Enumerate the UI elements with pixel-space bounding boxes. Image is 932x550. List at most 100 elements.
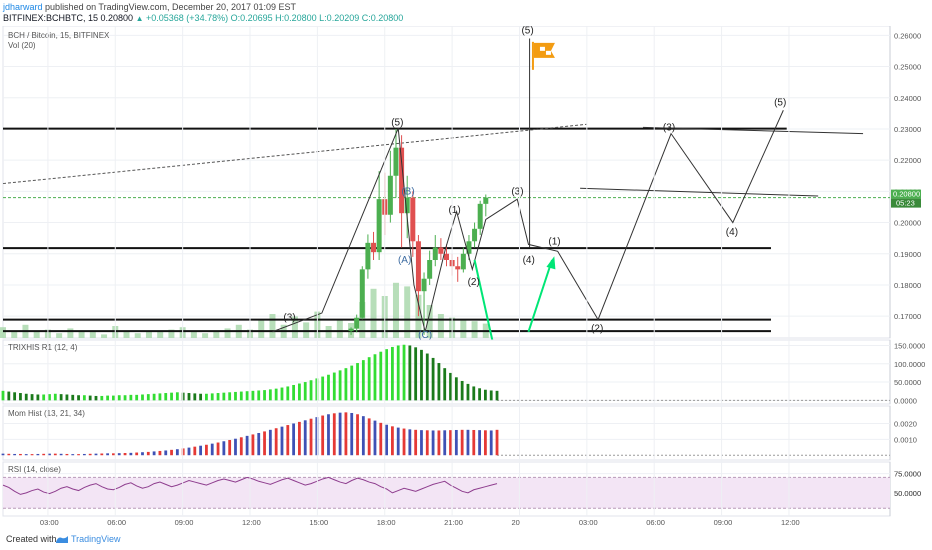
trix-bar bbox=[112, 395, 115, 401]
price-pane[interactable]: 0.260000.250000.240000.230000.220000.210… bbox=[0, 26, 921, 342]
ticker-price: BITFINEX:BCHBTC, 15 0.20800 bbox=[3, 13, 134, 23]
trix-bar bbox=[414, 347, 418, 401]
trix-title: TRIXHIS R1 (12, 4) bbox=[8, 343, 78, 352]
trix-bar bbox=[268, 389, 272, 401]
candle-body bbox=[359, 269, 365, 318]
trix-bar bbox=[484, 389, 487, 401]
trix-bar bbox=[94, 395, 98, 401]
volume-bar bbox=[213, 330, 220, 338]
trix-bar bbox=[141, 394, 144, 401]
volume-bar bbox=[157, 332, 164, 338]
momentum-bar bbox=[298, 421, 301, 456]
momentum-pane[interactable]: 0.0020 0.0010 Mom Hist (13, 21, 34) bbox=[1, 405, 917, 461]
momentum-bar bbox=[88, 453, 92, 456]
momentum-bar bbox=[425, 430, 429, 456]
tradingview-logo-icon bbox=[56, 536, 68, 543]
momentum-bar bbox=[251, 434, 255, 456]
momentum-bar bbox=[391, 426, 394, 456]
momentum-bar bbox=[30, 454, 34, 456]
trix-bar bbox=[222, 392, 226, 401]
price-pane-y-tick: 0.18000 bbox=[894, 281, 921, 290]
time-tick-label: 06:00 bbox=[107, 518, 126, 527]
price-pane-frame bbox=[2, 26, 891, 339]
momentum-bar bbox=[379, 422, 383, 456]
trix-bar bbox=[420, 349, 423, 401]
trix-bar bbox=[129, 394, 133, 401]
price-pane-y-tick: 0.25000 bbox=[894, 63, 921, 72]
author-link[interactable]: jdharward bbox=[3, 2, 43, 12]
momentum-bar bbox=[268, 429, 272, 456]
trix-bar bbox=[193, 393, 197, 401]
volume-bar bbox=[168, 329, 175, 338]
momentum-bar bbox=[472, 429, 476, 456]
momentum-bar bbox=[24, 454, 28, 456]
volume-bar bbox=[78, 332, 85, 338]
momentum-bar bbox=[239, 437, 243, 456]
momentum-bar bbox=[36, 453, 40, 456]
publish-line: jdharward published on TradingView.com, … bbox=[3, 2, 296, 12]
price-change: +0.05368 (+34.78%) bbox=[146, 13, 229, 23]
flag-check bbox=[545, 50, 551, 55]
volume-bar bbox=[123, 332, 130, 338]
wave-label: (B) bbox=[401, 186, 414, 197]
trix-bar bbox=[280, 387, 284, 401]
momentum-bar bbox=[257, 433, 261, 456]
volume-bar bbox=[224, 328, 231, 338]
price-pane-y-tick: 0.19000 bbox=[894, 250, 921, 259]
price-pane-y-tick: 0.26000 bbox=[894, 31, 921, 40]
candle-body bbox=[348, 328, 354, 332]
volume-bar bbox=[404, 286, 411, 338]
candle-body bbox=[438, 247, 444, 254]
volume-indicator-title: Vol (20) bbox=[8, 41, 36, 50]
momentum-bar bbox=[146, 451, 150, 456]
trix-bar bbox=[292, 384, 296, 401]
wave-label: (2) bbox=[468, 277, 480, 288]
rsi-y-tick: 75.0000 bbox=[894, 470, 921, 479]
trix-bar bbox=[379, 351, 383, 401]
volume-bar bbox=[460, 320, 467, 338]
momentum-bar bbox=[199, 445, 203, 456]
trix-bar bbox=[408, 345, 412, 401]
chart-canvas[interactable]: 0.260000.250000.240000.230000.220000.210… bbox=[0, 26, 932, 530]
momentum-bar bbox=[396, 427, 400, 456]
momentum-bar bbox=[332, 413, 336, 456]
trix-frame bbox=[2, 339, 891, 405]
momentum-bar bbox=[350, 412, 354, 456]
trix-bar bbox=[460, 380, 464, 401]
volume-bar bbox=[190, 332, 197, 338]
wave-label: (1) bbox=[448, 205, 460, 216]
price-pane-y-tick: 0.17000 bbox=[894, 312, 921, 321]
momentum-bar bbox=[1, 453, 5, 456]
trix-bar bbox=[454, 377, 458, 401]
trix-pane[interactable]: 150.0000 100.0000 50.0000 0.0000 TRIXHIS R1 … bbox=[1, 339, 926, 405]
trix-bar bbox=[286, 386, 290, 401]
momentum-bar bbox=[13, 453, 17, 456]
momentum-bar bbox=[437, 430, 441, 456]
momentum-bar bbox=[234, 438, 237, 456]
momentum-bar bbox=[152, 451, 156, 456]
wave-label: (3) bbox=[663, 122, 675, 133]
momentum-bar bbox=[292, 423, 296, 456]
trix-bar bbox=[239, 391, 243, 401]
time-tick-label: 03:00 bbox=[40, 518, 59, 527]
tradingview-brand[interactable]: TradingView bbox=[71, 534, 121, 544]
wave-label: (4) bbox=[523, 255, 535, 266]
candle-body bbox=[354, 317, 360, 329]
momentum-bar bbox=[141, 452, 144, 456]
momentum-bar bbox=[454, 429, 458, 456]
price-pane-y-tick: 0.23000 bbox=[894, 125, 921, 134]
time-axis[interactable]: 03:00 06:00 09:00 12:00 15:00 18:00 21:00 20 03:… bbox=[40, 26, 800, 527]
momentum-bar bbox=[106, 453, 110, 456]
elliott-wave-path bbox=[272, 110, 784, 333]
volume-bar bbox=[426, 305, 433, 338]
trix-bar bbox=[437, 363, 441, 401]
momentum-y-tick: 0.0020 bbox=[894, 419, 917, 428]
trix-bar bbox=[164, 393, 168, 401]
momentum-bar bbox=[7, 453, 11, 456]
time-tick-label: 03:00 bbox=[579, 518, 598, 527]
trix-bar bbox=[24, 393, 28, 401]
momentum-bar bbox=[489, 430, 493, 456]
trix-bar bbox=[146, 394, 150, 401]
candle-body bbox=[432, 247, 438, 260]
